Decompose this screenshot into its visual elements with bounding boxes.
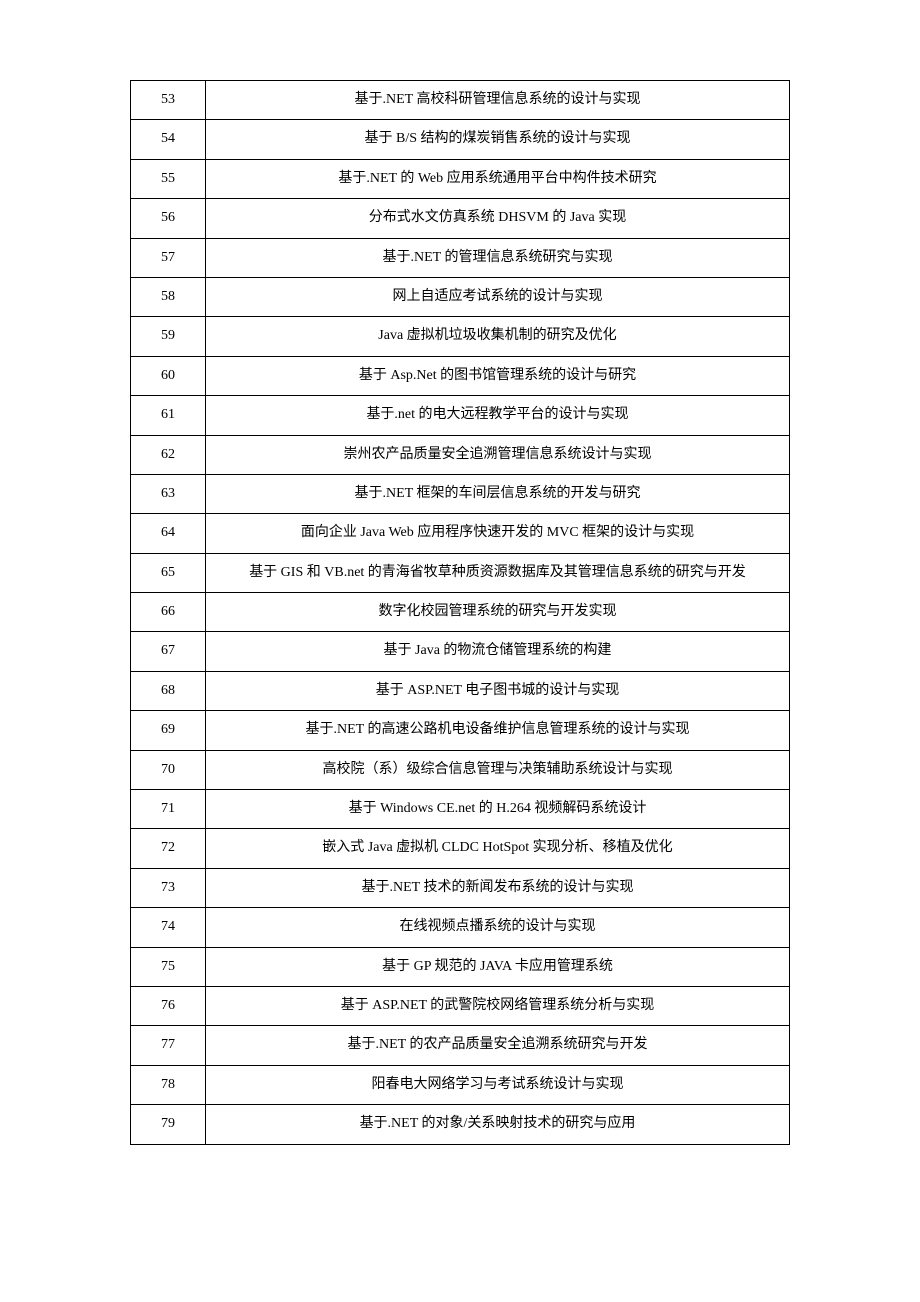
row-number: 79 [131,1105,206,1144]
table-row: 62崇州农产品质量安全追溯管理信息系统设计与实现 [131,435,790,474]
row-number: 76 [131,986,206,1025]
thesis-table: 53基于.NET 高校科研管理信息系统的设计与实现54基于 B/S 结构的煤炭销… [130,80,790,1145]
table-row: 74在线视频点播系统的设计与实现 [131,908,790,947]
table-row: 72嵌入式 Java 虚拟机 CLDC HotSpot 实现分析、移植及优化 [131,829,790,868]
row-title: 基于.NET 的 Web 应用系统通用平台中构件技术研究 [206,159,790,198]
row-title: 在线视频点播系统的设计与实现 [206,908,790,947]
table-row: 59Java 虚拟机垃圾收集机制的研究及优化 [131,317,790,356]
document-page: 53基于.NET 高校科研管理信息系统的设计与实现54基于 B/S 结构的煤炭销… [0,0,920,1265]
table-row: 70高校院（系）级综合信息管理与决策辅助系统设计与实现 [131,750,790,789]
table-row: 71基于 Windows CE.net 的 H.264 视频解码系统设计 [131,790,790,829]
table-row: 66数字化校园管理系统的研究与开发实现 [131,593,790,632]
row-number: 53 [131,81,206,120]
row-title: 嵌入式 Java 虚拟机 CLDC HotSpot 实现分析、移植及优化 [206,829,790,868]
row-title: 基于 Windows CE.net 的 H.264 视频解码系统设计 [206,790,790,829]
row-title: 基于 B/S 结构的煤炭销售系统的设计与实现 [206,120,790,159]
table-row: 58网上自适应考试系统的设计与实现 [131,277,790,316]
row-number: 55 [131,159,206,198]
table-row: 64面向企业 Java Web 应用程序快速开发的 MVC 框架的设计与实现 [131,514,790,553]
row-number: 59 [131,317,206,356]
row-number: 71 [131,790,206,829]
row-title: Java 虚拟机垃圾收集机制的研究及优化 [206,317,790,356]
row-number: 77 [131,1026,206,1065]
row-title: 基于.NET 技术的新闻发布系统的设计与实现 [206,868,790,907]
table-row: 79基于.NET 的对象/关系映射技术的研究与应用 [131,1105,790,1144]
row-title: 基于 GP 规范的 JAVA 卡应用管理系统 [206,947,790,986]
table-row: 53基于.NET 高校科研管理信息系统的设计与实现 [131,81,790,120]
table-row: 73基于.NET 技术的新闻发布系统的设计与实现 [131,868,790,907]
row-title: 基于.net 的电大远程教学平台的设计与实现 [206,396,790,435]
row-number: 73 [131,868,206,907]
row-number: 75 [131,947,206,986]
row-title: 基于 Java 的物流仓储管理系统的构建 [206,632,790,671]
row-title: 基于.NET 框架的车间层信息系统的开发与研究 [206,474,790,513]
row-number: 57 [131,238,206,277]
row-title: 基于 ASP.NET 电子图书城的设计与实现 [206,671,790,710]
row-title: 基于 ASP.NET 的武警院校网络管理系统分析与实现 [206,986,790,1025]
row-title: 崇州农产品质量安全追溯管理信息系统设计与实现 [206,435,790,474]
table-row: 61基于.net 的电大远程教学平台的设计与实现 [131,396,790,435]
table-row: 63基于.NET 框架的车间层信息系统的开发与研究 [131,474,790,513]
table-row: 54基于 B/S 结构的煤炭销售系统的设计与实现 [131,120,790,159]
row-number: 63 [131,474,206,513]
row-number: 74 [131,908,206,947]
row-number: 64 [131,514,206,553]
table-row: 75基于 GP 规范的 JAVA 卡应用管理系统 [131,947,790,986]
table-row: 77基于.NET 的农产品质量安全追溯系统研究与开发 [131,1026,790,1065]
row-title: 基于.NET 高校科研管理信息系统的设计与实现 [206,81,790,120]
row-number: 70 [131,750,206,789]
row-number: 60 [131,356,206,395]
row-number: 62 [131,435,206,474]
table-row: 69基于.NET 的高速公路机电设备维护信息管理系统的设计与实现 [131,711,790,750]
row-title: 高校院（系）级综合信息管理与决策辅助系统设计与实现 [206,750,790,789]
row-title: 基于.NET 的对象/关系映射技术的研究与应用 [206,1105,790,1144]
row-title: 阳春电大网络学习与考试系统设计与实现 [206,1065,790,1104]
row-title: 面向企业 Java Web 应用程序快速开发的 MVC 框架的设计与实现 [206,514,790,553]
table-row: 68基于 ASP.NET 电子图书城的设计与实现 [131,671,790,710]
table-row: 76基于 ASP.NET 的武警院校网络管理系统分析与实现 [131,986,790,1025]
row-title: 基于 Asp.Net 的图书馆管理系统的设计与研究 [206,356,790,395]
row-number: 61 [131,396,206,435]
row-title: 网上自适应考试系统的设计与实现 [206,277,790,316]
row-number: 68 [131,671,206,710]
table-row: 55基于.NET 的 Web 应用系统通用平台中构件技术研究 [131,159,790,198]
row-number: 65 [131,553,206,592]
table-row: 78阳春电大网络学习与考试系统设计与实现 [131,1065,790,1104]
row-number: 58 [131,277,206,316]
table-row: 56分布式水文仿真系统 DHSVM 的 Java 实现 [131,199,790,238]
row-title: 数字化校园管理系统的研究与开发实现 [206,593,790,632]
table-row: 65基于 GIS 和 VB.net 的青海省牧草种质资源数据库及其管理信息系统的… [131,553,790,592]
row-title: 基于.NET 的管理信息系统研究与实现 [206,238,790,277]
row-number: 72 [131,829,206,868]
row-number: 67 [131,632,206,671]
row-title: 基于.NET 的高速公路机电设备维护信息管理系统的设计与实现 [206,711,790,750]
row-title: 分布式水文仿真系统 DHSVM 的 Java 实现 [206,199,790,238]
row-number: 69 [131,711,206,750]
table-row: 67基于 Java 的物流仓储管理系统的构建 [131,632,790,671]
table-row: 57基于.NET 的管理信息系统研究与实现 [131,238,790,277]
row-number: 56 [131,199,206,238]
row-title: 基于 GIS 和 VB.net 的青海省牧草种质资源数据库及其管理信息系统的研究… [206,553,790,592]
row-number: 66 [131,593,206,632]
row-number: 78 [131,1065,206,1104]
row-title: 基于.NET 的农产品质量安全追溯系统研究与开发 [206,1026,790,1065]
table-row: 60基于 Asp.Net 的图书馆管理系统的设计与研究 [131,356,790,395]
row-number: 54 [131,120,206,159]
